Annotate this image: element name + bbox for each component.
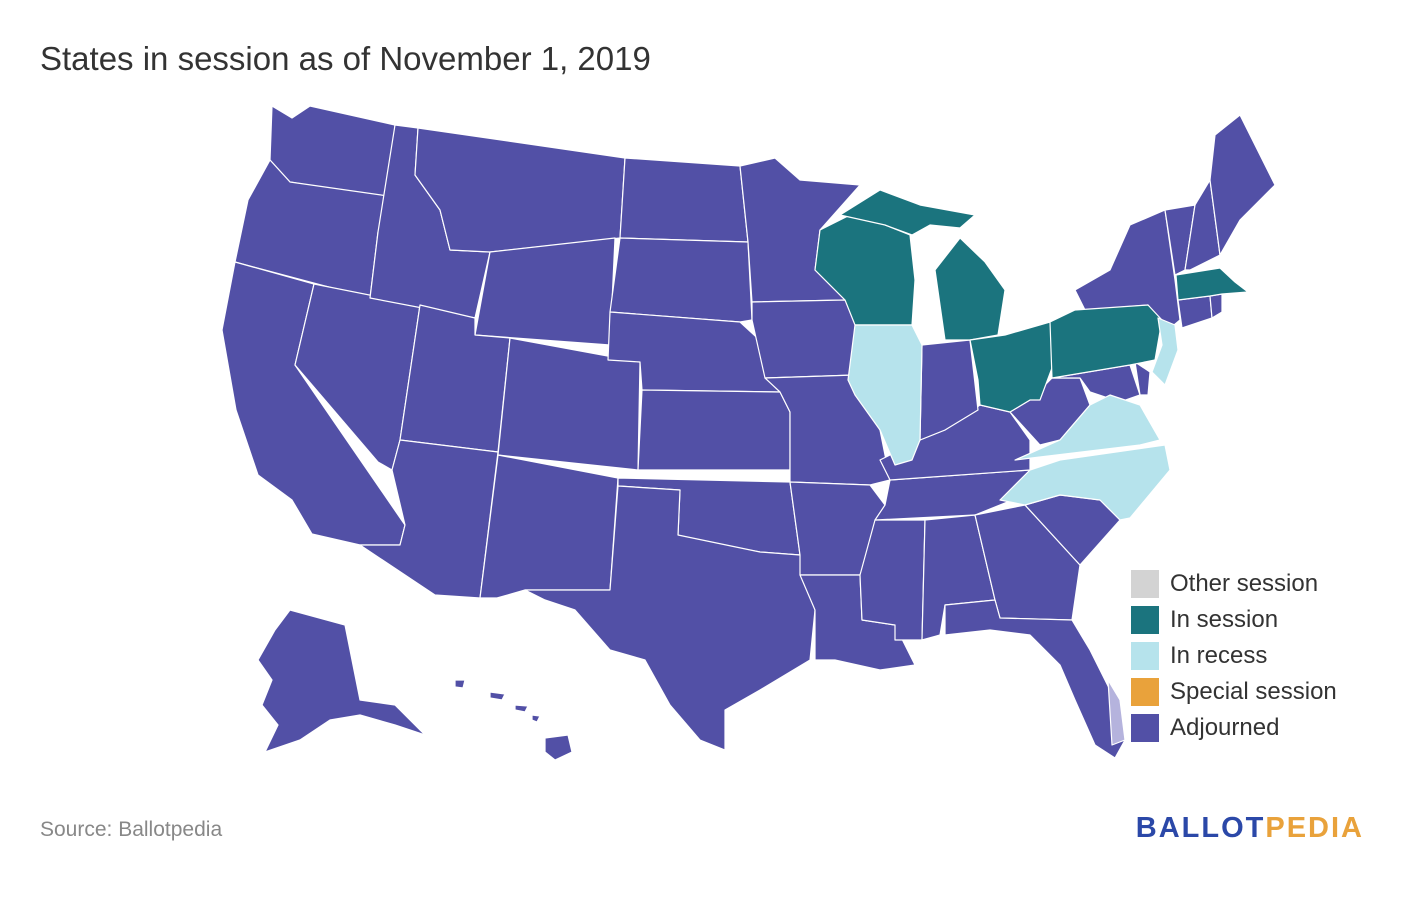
legend-item-other-session: Other session: [1131, 566, 1371, 602]
state-delaware: [1134, 361, 1151, 396]
state-new-hampshire: [1184, 179, 1221, 271]
state-kansas: [637, 389, 791, 471]
state-connecticut: [1177, 295, 1213, 329]
state-michigan-upper: [839, 189, 976, 236]
state-massachusetts: [1175, 267, 1249, 301]
state-north-carolina: [999, 444, 1171, 521]
state-new-jersey: [1151, 317, 1179, 386]
legend-item-special-session: Special session: [1131, 674, 1371, 710]
legend-label: Other session: [1170, 570, 1319, 597]
states-adjourned: [221, 105, 1276, 761]
state-florida: [944, 599, 1126, 759]
legend-label: In recess: [1170, 642, 1268, 669]
state-alaska: [257, 609, 426, 753]
states-in-session: [814, 189, 1249, 413]
state-north-dakota: [619, 157, 749, 243]
state-pennsylvania: [1049, 304, 1163, 379]
legend-swatch-other-session: [1131, 570, 1159, 598]
legend-label: Special session: [1170, 678, 1337, 705]
state-illinois: [847, 324, 923, 466]
legend-item-in-recess: In recess: [1131, 638, 1371, 674]
state-south-dakota: [609, 237, 753, 323]
state-montana: [414, 127, 626, 253]
source-note: Source: Ballotpedia: [40, 818, 223, 841]
state-hawaii: [544, 734, 573, 761]
legend-label: Adjourned: [1170, 714, 1280, 741]
legend-item-in-session: In session: [1131, 602, 1371, 638]
state-michigan-lower: [934, 237, 1006, 341]
state-wyoming: [474, 237, 616, 346]
legend-swatch-adjourned: [1131, 714, 1159, 742]
map-title: States in session as of November 1, 2019: [40, 40, 651, 77]
legend-swatch-special-session: [1131, 678, 1159, 706]
state-new-mexico: [479, 454, 619, 599]
state-virginia: [1014, 394, 1161, 461]
states-in-recess: [847, 317, 1179, 521]
legend-label: In session: [1170, 606, 1279, 633]
legend: Other session In session In recess Speci…: [1131, 566, 1371, 746]
state-ohio: [969, 321, 1056, 413]
legend-item-adjourned: Adjourned: [1131, 710, 1371, 746]
dc-overlay: [1107, 679, 1126, 746]
legend-swatch-in-recess: [1131, 642, 1159, 670]
ballotpedia-logo: BALLOTPEDIA: [1136, 812, 1364, 845]
state-hawaii-islands: [454, 679, 541, 723]
state-rhode-island: [1209, 293, 1223, 319]
state-texas: [524, 485, 816, 751]
logo-text-ballot: BALLOT: [1135, 812, 1266, 844]
state-maine: [1209, 114, 1276, 256]
legend-swatch-in-session: [1131, 606, 1159, 634]
logo-text-pedia: PEDIA: [1265, 812, 1364, 844]
